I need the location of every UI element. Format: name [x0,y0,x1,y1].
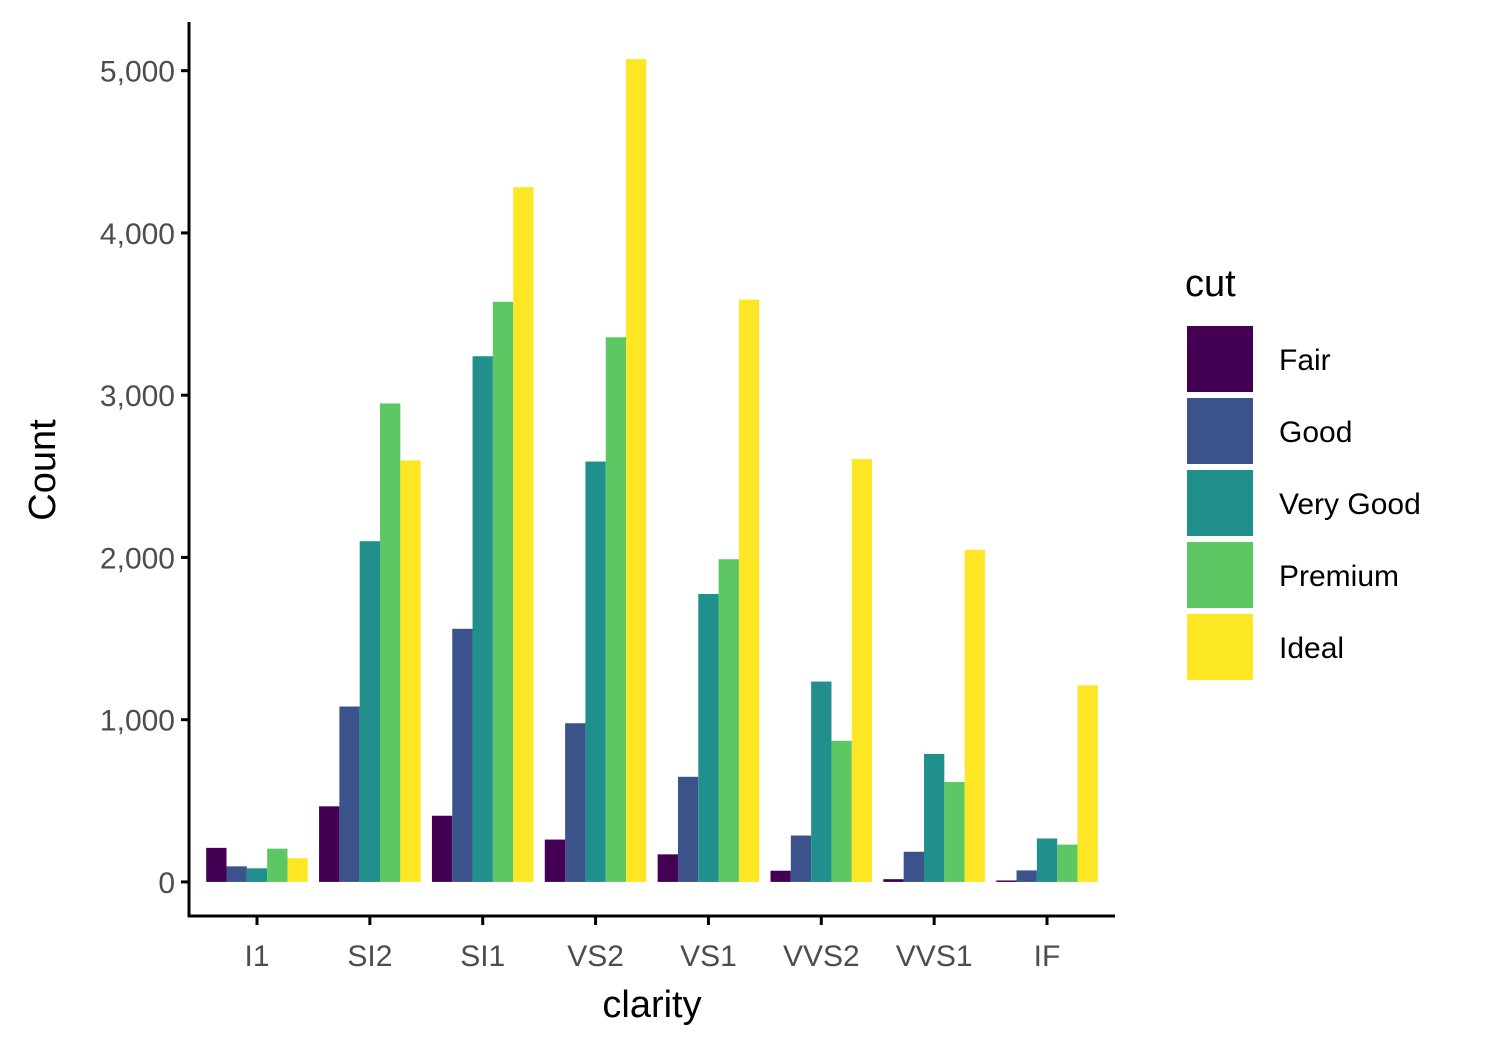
bar-vvs1-ideal [964,549,985,882]
bar-vs2-ideal [626,59,647,882]
bar-si1-good [452,628,473,882]
x-axis-title: clarity [602,984,701,1026]
y-tick-label: 5,000 [100,56,175,89]
bar-si1-fair [431,815,453,882]
bar-i1-good [226,866,247,882]
legend-label-ideal: Ideal [1279,632,1344,665]
legend-title: cut [1185,263,1236,305]
y-ticks-group: 0 1,000 2,000 3,000 4,000 5,000 [100,56,189,900]
legend-key-fair [1187,326,1253,392]
y-tick-label: 3,000 [100,380,175,413]
y-axis-title: Count [22,419,64,521]
bar-i1-fair [206,847,227,882]
bar-vs2-good [565,723,586,882]
legend-items: Fair Good Very Good Premium Ideal [1187,326,1421,680]
bar-vvs2-good [790,835,812,882]
x-tick-label-si2: SI2 [347,940,392,973]
legend-label-fair: Fair [1279,344,1331,377]
x-tick-label-vvs2: VVS2 [783,940,860,973]
bar-vs1-ideal [738,299,760,882]
bar-if-fair [996,880,1017,882]
bar-i1-premium [267,848,288,882]
bar-vs2-very-good [585,461,606,882]
y-tick-label: 4,000 [100,218,175,251]
bar-vs1-good [677,776,699,882]
bar-vvs2-fair [770,870,791,882]
bar-if-ideal [1077,685,1098,882]
bar-vvs2-very-good [811,681,832,882]
bar-vvs2-ideal [851,459,873,882]
bar-vvs1-premium [944,781,965,882]
bar-i1-very-good [246,868,268,882]
bar-si1-very-good [472,356,493,882]
bar-if-premium [1057,844,1078,882]
bar-vs1-premium [718,559,739,882]
bar-si2-ideal [400,460,421,882]
x-tick-label-if: IF [1034,940,1061,973]
axes-group [187,22,1115,918]
y-tick-label: 0 [158,867,175,900]
bar-si1-ideal [513,187,534,882]
legend-key-premium [1187,542,1253,608]
legend-key-very-good [1187,470,1253,536]
bar-si2-very-good [359,541,381,882]
x-tick-label-vs1: VS1 [680,940,737,973]
bar-vs1-fair [657,854,678,882]
legend: cut Fair Good Very Good Premium Ideal [1185,263,1421,680]
bar-i1-ideal [287,858,308,882]
legend-label-good: Good [1279,416,1352,449]
x-tick-label-i1: I1 [244,940,269,973]
bar-si1-premium [492,301,514,882]
x-tick-label-vvs1: VVS1 [896,940,973,973]
bar-if-very-good [1036,838,1058,882]
legend-key-ideal [1187,614,1253,680]
x-tick-label-si1: SI1 [460,940,505,973]
bar-vvs2-premium [831,740,852,882]
bar-if-good [1016,870,1037,882]
y-tick-label: 2,000 [100,542,175,575]
x-tick-label-vs2: VS2 [567,940,624,973]
bar-si2-premium [380,403,401,882]
y-tick-label: 1,000 [100,705,175,738]
bar-vs2-premium [605,337,627,882]
bar-vs2-fair [544,839,566,882]
bar-vvs1-good [903,851,924,882]
legend-key-good [1187,398,1253,464]
legend-label-very-good: Very Good [1279,488,1421,521]
legend-label-premium: Premium [1279,560,1399,593]
bar-vvs1-very-good [924,753,945,882]
bar-si2-good [339,706,360,882]
bar-si2-fair [319,806,340,882]
bar-vs1-very-good [698,593,719,882]
x-ticks-group: I1 SI2 SI1 VS2 VS1 VVS2 VVS1 IF [244,916,1060,973]
bars-group [206,59,1098,882]
bar-vvs1-fair [883,879,904,882]
